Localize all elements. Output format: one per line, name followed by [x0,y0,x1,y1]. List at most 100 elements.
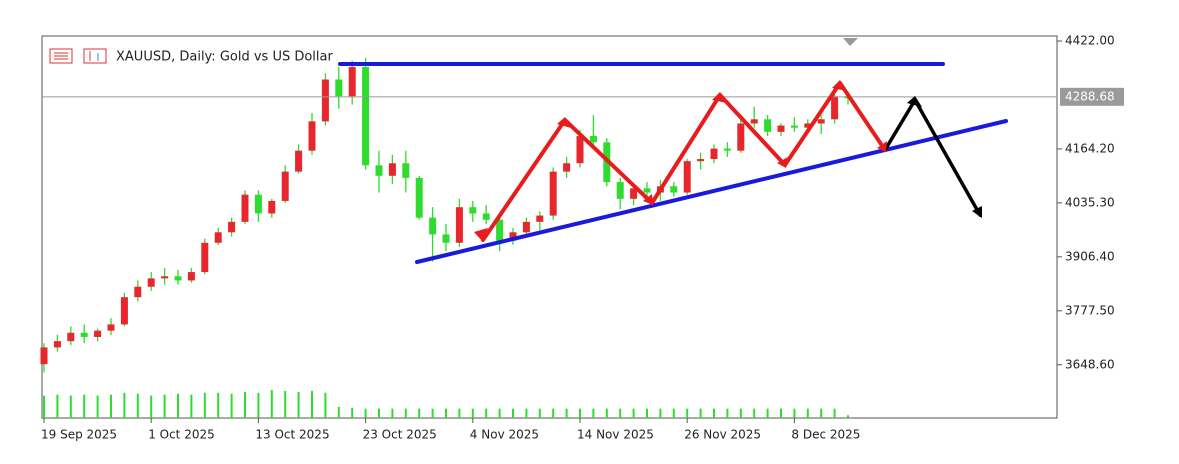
volume-bar [110,394,112,418]
x-tick-label: 26 Nov 2025 [684,428,761,442]
volume-bar [244,391,246,418]
y-tick-label: 3648.60 [1065,357,1115,371]
volume-bar [753,408,756,418]
candle-body [295,150,303,172]
x-tick-label: 13 Oct 2025 [255,428,329,442]
volume-bar [297,391,300,418]
candle-body [630,188,638,199]
candle-body [750,119,758,124]
volume-bar [766,408,769,418]
candle-body [120,297,128,325]
volume-bar [203,392,206,418]
volume-bar [605,408,608,418]
volume-bar [713,408,715,418]
volume-bar [163,394,166,418]
x-tick-label: 23 Oct 2025 [363,428,437,442]
candle-body [670,186,678,193]
candle-body [308,121,316,151]
volume-bar [418,408,421,418]
volume-bar [445,408,447,418]
volume-bar [324,392,327,418]
volume-bar [512,408,514,418]
volume-bar [485,408,488,418]
volume-bar [43,395,45,418]
volume-bar [552,408,555,418]
candle-body [281,171,289,201]
chart-title: XAUUSD, Daily: Gold vs US Dollar [116,50,333,65]
candle-body [161,276,169,279]
volume-bar [431,408,434,418]
volume-bar [270,390,273,418]
candle-body [402,163,410,178]
candle-body [268,200,276,214]
y-tick-label: 4164.20 [1065,141,1115,155]
candle-body [683,161,691,193]
volume-bar [378,408,380,418]
x-tick-label: 1 Oct 2025 [148,428,215,442]
volume-bar [471,408,474,418]
volume-bar [230,393,233,418]
candle-body [710,148,718,160]
volume-bar [847,415,849,418]
y-tick-label: 3906.40 [1065,249,1115,263]
title-icons [49,48,107,64]
candle-body [241,194,249,222]
candle-body [94,330,102,337]
candle-body [804,123,812,128]
volume-bar [659,408,662,418]
candle-body [214,232,222,243]
volume-bar [820,408,823,418]
x-tick-label: 8 Dec 2025 [791,428,860,442]
volume-bar [780,408,782,418]
volume-bar [525,408,528,418]
candle-body [723,148,731,151]
volume-bar [337,406,340,418]
price-label-box [1060,87,1124,106]
candle-body [831,96,839,120]
volume-bar [726,408,729,418]
volume-bar [217,392,220,418]
x-tick-label: 14 Nov 2025 [577,428,654,442]
candle-body [536,215,544,222]
x-tick-label: 4 Nov 2025 [470,428,539,442]
volume-bar [538,408,541,418]
volume-bar [83,394,86,418]
volume-bar [351,407,354,418]
candle-body [509,232,517,241]
candle-body [134,286,142,298]
volume-bar [391,408,394,418]
volume-bar [793,408,796,418]
candle-body [415,177,423,218]
candle-body [817,119,825,124]
candle-body [522,221,530,233]
candle-body [67,332,75,342]
candle-body [469,207,477,214]
candle-body [455,207,463,243]
volume-bar [632,408,635,418]
candle-body [174,276,182,281]
volume-bar [646,408,648,418]
y-tick-label: 3777.50 [1065,303,1115,317]
candle-body [496,219,504,241]
volume-bar [96,395,99,418]
candle-body [563,163,571,172]
candle-body [147,278,155,287]
volume-bar [404,408,407,418]
volume-bar [136,393,139,418]
volume-bar [69,395,72,418]
volume-bar [806,408,809,418]
y-tick-label: 4422.00 [1065,34,1115,48]
drawn-lines [338,38,1008,264]
candle-body [442,234,450,243]
candle-body [589,136,597,143]
volume-bar [579,408,581,418]
candle-body [643,188,651,193]
volume-bar [458,408,461,418]
volume-bar [686,408,689,418]
candle-body [482,213,490,220]
candle-body [697,159,705,162]
volume-bar [56,394,59,418]
plot-frame [41,35,1058,419]
candle-body [576,136,584,164]
volume-bar [619,408,622,418]
